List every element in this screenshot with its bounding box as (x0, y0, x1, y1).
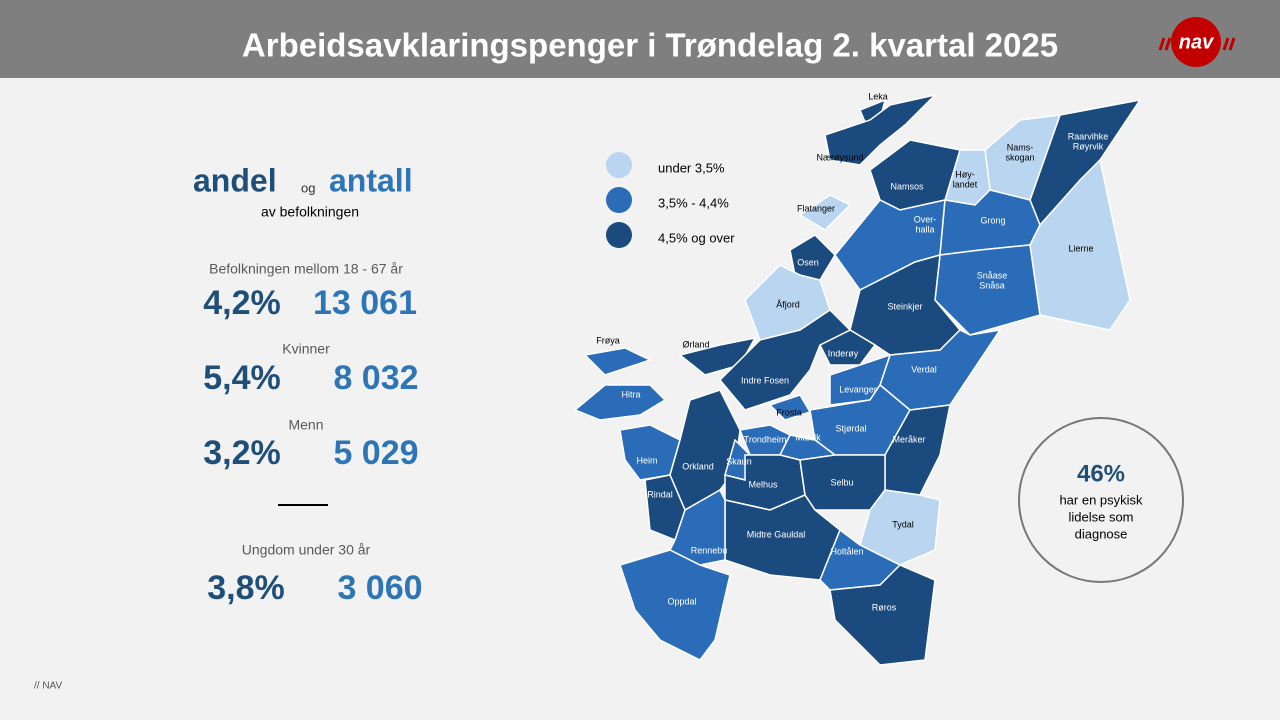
legend-label: under 3,5% (658, 160, 725, 175)
municipality (798, 194, 852, 231)
group-count: 3 060 (337, 569, 422, 607)
group-percent: 3,2% (203, 434, 281, 472)
municipality-label: Rennebu (691, 545, 728, 555)
municipality-label: Leka (868, 91, 888, 101)
heading-subtitle: av befolkningen (261, 204, 359, 220)
legend-label: 4,5% og over (658, 230, 735, 245)
callout-text: har en psykisk (1059, 492, 1143, 507)
municipality-label: Rindal (647, 489, 673, 499)
municipality (789, 234, 836, 281)
municipality-label: Flatanger (797, 203, 835, 213)
logo: nav (1158, 17, 1236, 67)
municipality (859, 489, 941, 566)
callout-text: lidelse som (1068, 509, 1133, 524)
municipality-label: Selbu (830, 477, 853, 487)
logo-slash (1222, 37, 1230, 51)
municipality-label: Nærøysund (816, 152, 863, 162)
municipality-label: Over- (914, 214, 937, 224)
logo-slash (1228, 37, 1236, 51)
municipality-label: skogan (1005, 152, 1034, 162)
municipality-label: Røyrvik (1073, 141, 1104, 151)
group-label: Kvinner (282, 341, 330, 357)
group-count: 8 032 (333, 359, 418, 397)
title: Arbeidsavklaringspenger i Trøndelag 2. k… (242, 27, 1058, 64)
logo-slash (1158, 37, 1166, 51)
legend-swatch (606, 152, 632, 178)
municipality-label: Snåase (977, 270, 1008, 280)
group-count: 5 029 (333, 434, 418, 472)
municipality-label: Verdal (911, 364, 937, 374)
municipality-label: Ørland (682, 339, 709, 349)
municipality-label: Stjørdal (835, 423, 866, 433)
group-label: Ungdom under 30 år (242, 542, 371, 558)
logo-circle (1171, 17, 1221, 67)
group-label: Befolkningen mellom 18 - 67 år (209, 261, 403, 277)
municipality (824, 93, 938, 166)
header-bar (0, 0, 1280, 78)
municipality-label: Røros (872, 602, 897, 612)
municipality-label: Holtålen (830, 546, 863, 556)
group-count: 13 061 (313, 284, 417, 322)
municipality-label: Skaun (726, 456, 752, 466)
municipality-label: landet (953, 179, 978, 189)
municipality (573, 384, 667, 421)
municipality-label: Melhus (748, 479, 778, 489)
logo-slash (1164, 37, 1172, 51)
municipality-label: Namsos (890, 181, 924, 191)
municipality-label: Grong (980, 215, 1005, 225)
municipality-label: Trondheim (744, 434, 787, 444)
heading-og: og (301, 180, 315, 195)
callout-text: diagnose (1075, 526, 1128, 541)
municipality (718, 309, 852, 411)
group-label: Menn (288, 417, 323, 433)
municipality-label: Høy- (955, 169, 975, 179)
municipality-label: Midtre Gauldal (747, 529, 806, 539)
legend-swatch (606, 187, 632, 213)
municipality-label: Åfjord (776, 299, 800, 309)
group-percent: 4,2% (203, 284, 281, 322)
municipality-label: Indre Fosen (741, 375, 789, 385)
municipality (829, 564, 936, 666)
municipality-label: Raarvihke (1068, 131, 1109, 141)
municipality-label: Lierne (1068, 243, 1093, 253)
legend-swatch (606, 222, 632, 248)
callout-circle (1018, 417, 1184, 583)
municipality-label: Orkland (682, 461, 714, 471)
municipality-label: Frosta (776, 407, 802, 417)
group-percent: 3,8% (207, 569, 285, 607)
municipality-label: Levanger (839, 384, 877, 394)
municipality-label: Snåsa (979, 280, 1005, 290)
heading-andel: andel (193, 162, 277, 198)
municipality-label: Hitra (621, 389, 640, 399)
municipality-label: Heim (636, 455, 657, 465)
municipality-label: Oppdal (667, 596, 696, 606)
municipality (619, 549, 731, 661)
municipality-label: Malvik (795, 432, 821, 442)
callout-value: 46% (1077, 460, 1125, 487)
municipality-label: Frøya (596, 335, 620, 345)
municipality-label: Nams- (1007, 142, 1034, 152)
municipality-label: Osen (797, 257, 819, 267)
municipality (583, 347, 652, 376)
municipality-label: Inderøy (828, 348, 859, 358)
municipality-label: halla (915, 224, 934, 234)
heading-antall: antall (329, 162, 413, 198)
municipality-label: Tydal (892, 519, 914, 529)
logo-text: nav (1179, 31, 1215, 53)
group-percent: 5,4% (203, 359, 281, 397)
legend-label: 3,5% - 4,4% (658, 195, 729, 210)
municipality-label: Meråker (892, 434, 925, 444)
municipality-label: Steinkjer (887, 301, 922, 311)
footer: // NAV (34, 681, 62, 692)
